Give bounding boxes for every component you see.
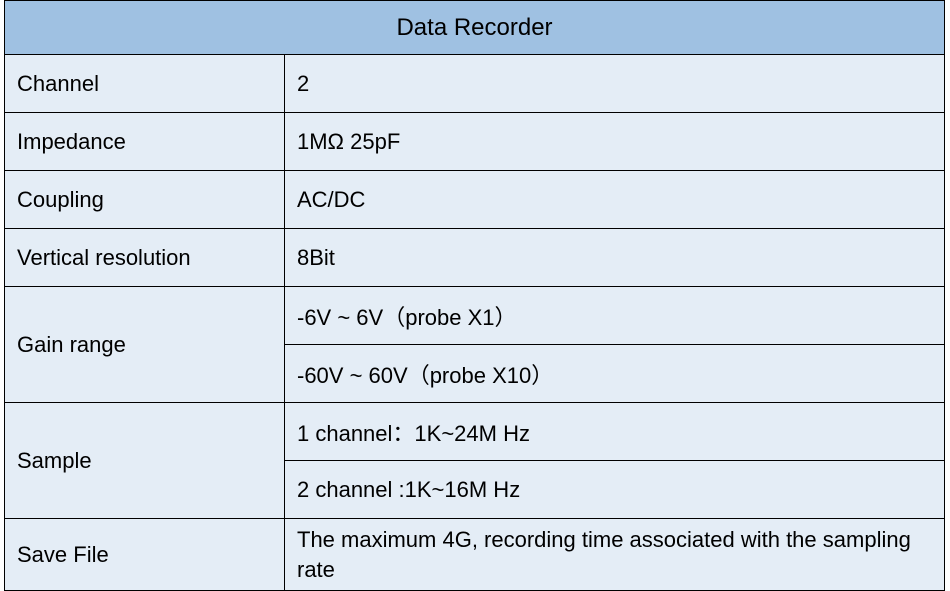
row-label: Coupling bbox=[5, 171, 285, 229]
table-row: Channel 2 bbox=[5, 55, 945, 113]
table-body: Channel 2 Impedance 1MΩ 25pF Coupling AC… bbox=[5, 55, 945, 591]
row-label: Vertical resolution bbox=[5, 229, 285, 287]
table-row: Save File The maximum 4G, recording time… bbox=[5, 519, 945, 591]
table-row: Gain range -6V ~ 6V（probe X1） bbox=[5, 287, 945, 345]
table-row: Vertical resolution 8Bit bbox=[5, 229, 945, 287]
spec-table: Data Recorder Channel 2 Impedance 1MΩ 25… bbox=[4, 0, 945, 591]
table-title: Data Recorder bbox=[5, 1, 945, 55]
row-value: 2 channel :1K~16M Hz bbox=[285, 461, 945, 519]
row-value: 1MΩ 25pF bbox=[285, 113, 945, 171]
table-row: Sample 1 channel：1K~24M Hz bbox=[5, 403, 945, 461]
row-label: Impedance bbox=[5, 113, 285, 171]
row-label: Channel bbox=[5, 55, 285, 113]
row-label: Gain range bbox=[5, 287, 285, 403]
table-row: Coupling AC/DC bbox=[5, 171, 945, 229]
row-value: -6V ~ 6V（probe X1） bbox=[285, 287, 945, 345]
row-value: 2 bbox=[285, 55, 945, 113]
row-value: -60V ~ 60V（probe X10） bbox=[285, 345, 945, 403]
row-label: Sample bbox=[5, 403, 285, 519]
row-value: 8Bit bbox=[285, 229, 945, 287]
row-value: 1 channel：1K~24M Hz bbox=[285, 403, 945, 461]
row-label: Save File bbox=[5, 519, 285, 591]
row-value: AC/DC bbox=[285, 171, 945, 229]
table-row: Impedance 1MΩ 25pF bbox=[5, 113, 945, 171]
row-value: The maximum 4G, recording time associate… bbox=[285, 519, 945, 591]
